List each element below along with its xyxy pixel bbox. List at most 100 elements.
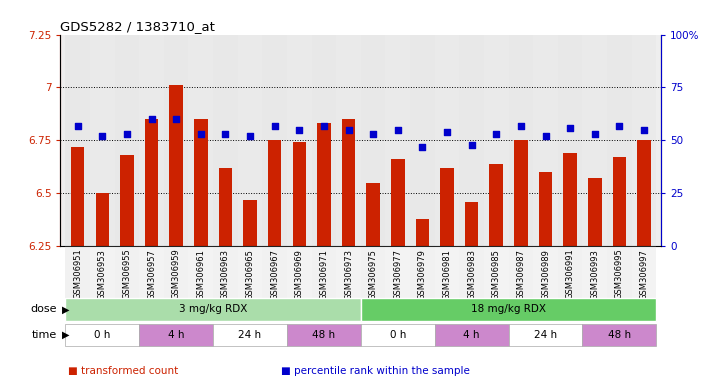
Bar bbox=[558, 35, 582, 246]
Point bbox=[122, 131, 133, 137]
Text: GSM306987: GSM306987 bbox=[516, 249, 525, 300]
Point bbox=[417, 144, 428, 150]
Bar bbox=[287, 35, 311, 246]
Bar bbox=[243, 200, 257, 246]
Point bbox=[565, 124, 576, 131]
Text: 0 h: 0 h bbox=[390, 329, 406, 339]
Text: GSM306995: GSM306995 bbox=[615, 249, 624, 300]
Text: dose: dose bbox=[31, 304, 57, 314]
Bar bbox=[95, 193, 109, 246]
Point bbox=[392, 127, 403, 133]
Bar bbox=[90, 35, 114, 246]
Bar bbox=[237, 246, 262, 298]
Text: GSM306983: GSM306983 bbox=[467, 249, 476, 300]
Bar bbox=[287, 324, 361, 346]
Point bbox=[294, 127, 305, 133]
Bar bbox=[582, 324, 656, 346]
Text: GSM306997: GSM306997 bbox=[639, 249, 648, 300]
Text: GSM306961: GSM306961 bbox=[196, 249, 205, 300]
Bar bbox=[631, 35, 656, 246]
Bar bbox=[65, 35, 90, 246]
Point bbox=[195, 131, 206, 137]
Bar bbox=[311, 246, 336, 298]
Text: GSM306951: GSM306951 bbox=[73, 249, 82, 300]
Bar bbox=[342, 119, 356, 246]
Bar bbox=[317, 123, 331, 246]
Text: ■ percentile rank within the sample: ■ percentile rank within the sample bbox=[281, 366, 470, 376]
Point bbox=[319, 122, 330, 129]
Bar bbox=[219, 168, 232, 246]
Bar bbox=[508, 246, 533, 298]
Text: GSM306967: GSM306967 bbox=[270, 249, 279, 300]
Bar bbox=[391, 159, 405, 246]
Bar bbox=[539, 172, 552, 246]
Bar bbox=[410, 35, 434, 246]
Bar bbox=[434, 35, 459, 246]
Text: 48 h: 48 h bbox=[312, 329, 336, 339]
Point bbox=[245, 133, 256, 139]
Bar bbox=[582, 246, 607, 298]
Bar bbox=[514, 141, 528, 246]
Point bbox=[515, 122, 527, 129]
Text: GSM306989: GSM306989 bbox=[541, 249, 550, 300]
Bar bbox=[366, 183, 380, 246]
Bar bbox=[336, 246, 361, 298]
Point bbox=[97, 133, 108, 139]
Text: 4 h: 4 h bbox=[168, 329, 184, 339]
Text: 3 mg/kg RDX: 3 mg/kg RDX bbox=[179, 304, 247, 314]
Bar bbox=[558, 246, 582, 298]
Point bbox=[638, 127, 650, 133]
Text: GSM306971: GSM306971 bbox=[319, 249, 328, 300]
Bar bbox=[292, 142, 306, 246]
Bar bbox=[268, 141, 282, 246]
Text: GSM306977: GSM306977 bbox=[393, 249, 402, 300]
Bar bbox=[637, 141, 651, 246]
Bar bbox=[262, 246, 287, 298]
Text: 24 h: 24 h bbox=[534, 329, 557, 339]
Bar bbox=[120, 155, 134, 246]
Bar bbox=[188, 35, 213, 246]
Bar bbox=[508, 324, 582, 346]
Point bbox=[146, 116, 157, 122]
Text: 48 h: 48 h bbox=[608, 329, 631, 339]
Bar bbox=[533, 246, 558, 298]
Text: 18 mg/kg RDX: 18 mg/kg RDX bbox=[471, 304, 546, 314]
Bar bbox=[410, 246, 434, 298]
Bar bbox=[145, 119, 159, 246]
Text: GSM306965: GSM306965 bbox=[245, 249, 255, 300]
Text: ▶: ▶ bbox=[62, 330, 70, 340]
Bar bbox=[361, 298, 656, 321]
Bar bbox=[262, 35, 287, 246]
Bar bbox=[336, 35, 361, 246]
Bar bbox=[484, 246, 508, 298]
Bar bbox=[213, 246, 237, 298]
Text: GSM306975: GSM306975 bbox=[368, 249, 378, 300]
Bar bbox=[484, 35, 508, 246]
Text: GSM306991: GSM306991 bbox=[566, 249, 574, 300]
Point bbox=[589, 131, 600, 137]
Bar bbox=[114, 246, 139, 298]
Text: GSM306973: GSM306973 bbox=[344, 249, 353, 300]
Text: 4 h: 4 h bbox=[464, 329, 480, 339]
Bar bbox=[311, 35, 336, 246]
Bar bbox=[287, 246, 311, 298]
Bar bbox=[434, 246, 459, 298]
Bar bbox=[434, 324, 508, 346]
Bar bbox=[613, 157, 626, 246]
Bar bbox=[139, 246, 164, 298]
Bar bbox=[164, 35, 188, 246]
Text: GSM306993: GSM306993 bbox=[590, 249, 599, 300]
Bar bbox=[533, 35, 558, 246]
Bar bbox=[588, 179, 602, 246]
Bar bbox=[361, 324, 434, 346]
Bar bbox=[139, 324, 213, 346]
Bar bbox=[465, 202, 479, 246]
Bar bbox=[459, 35, 484, 246]
Bar bbox=[188, 246, 213, 298]
Bar bbox=[65, 324, 139, 346]
Bar bbox=[563, 153, 577, 246]
Bar bbox=[440, 168, 454, 246]
Point bbox=[491, 131, 502, 137]
Text: ▶: ▶ bbox=[62, 304, 70, 314]
Bar bbox=[164, 246, 188, 298]
